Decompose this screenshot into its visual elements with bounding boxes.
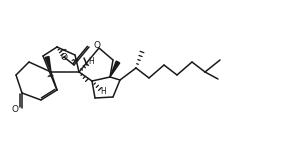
Text: H: H <box>100 86 106 95</box>
Text: H: H <box>88 57 94 67</box>
Polygon shape <box>110 61 120 77</box>
Text: O: O <box>61 54 68 62</box>
Text: O: O <box>11 105 18 114</box>
Polygon shape <box>45 57 51 72</box>
Text: O: O <box>93 40 100 50</box>
